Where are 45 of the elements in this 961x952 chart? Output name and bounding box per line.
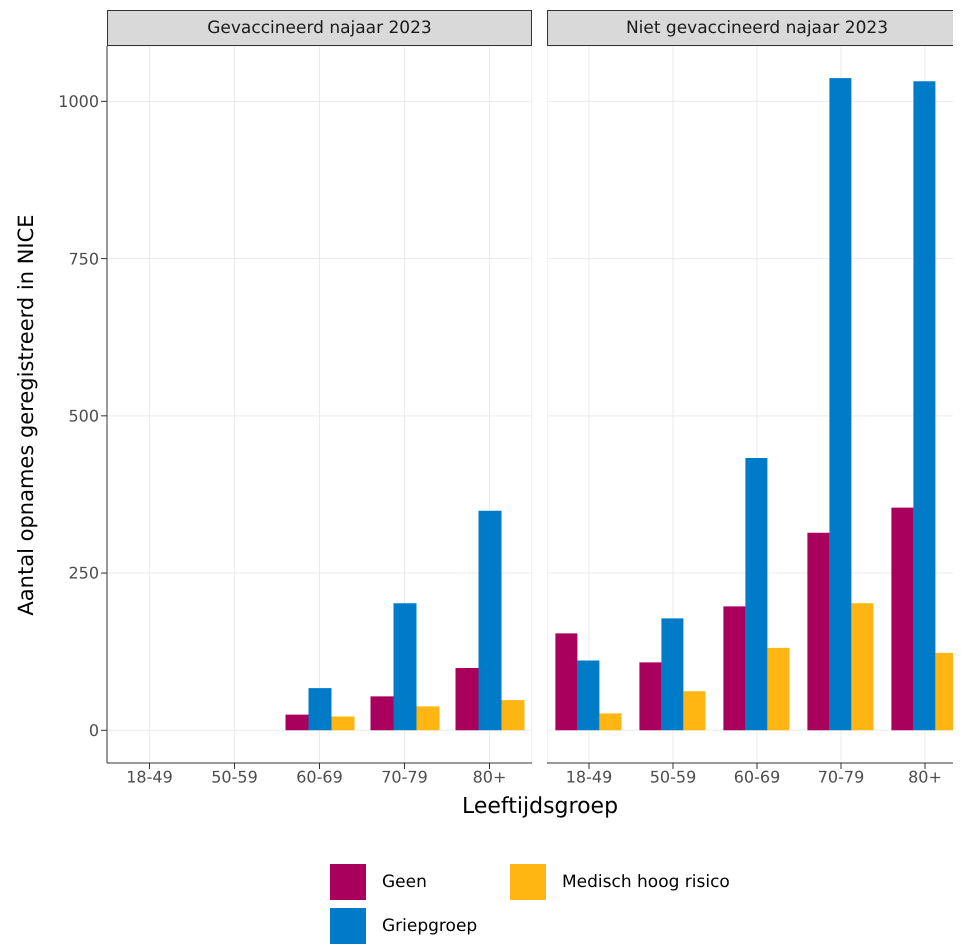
bar xyxy=(456,668,478,730)
x-tick-label: 60-69 xyxy=(734,767,780,786)
x-tick-label: 50-59 xyxy=(650,767,696,786)
chart-title: Gevaccineerd najaar 2023 xyxy=(107,10,532,46)
x-axis-title: Leeftijdsgroep xyxy=(460,794,620,819)
bar xyxy=(723,606,746,730)
y-tick-label: 500 xyxy=(68,406,99,426)
bar xyxy=(370,696,394,730)
bar xyxy=(661,618,684,730)
bar xyxy=(394,603,416,730)
bar xyxy=(308,688,332,730)
bar xyxy=(767,648,790,730)
y-tick-label: 750 xyxy=(68,249,99,268)
x-tick-label: 70-79 xyxy=(381,767,428,786)
y-tick-label: 1000 xyxy=(58,92,99,112)
bar xyxy=(913,81,936,730)
bar xyxy=(683,691,706,730)
y-axis-title: Aantal opnames geregistreerd in NICE xyxy=(14,213,38,618)
bar xyxy=(851,603,874,730)
chart-title: Niet gevaccineerd najaar 2023 xyxy=(624,17,890,40)
bar xyxy=(502,700,524,730)
x-tick-label: 80+ xyxy=(908,767,942,786)
bar xyxy=(416,706,440,730)
bar xyxy=(478,510,502,730)
bar xyxy=(745,458,768,730)
legend-label: Griepgroep xyxy=(382,916,478,936)
bar xyxy=(807,532,830,730)
x-tick-label: 18-49 xyxy=(566,767,612,786)
bar xyxy=(829,78,852,730)
bar xyxy=(599,713,622,730)
x-tick-label: 60-69 xyxy=(296,767,343,786)
x-tick-label: 70-79 xyxy=(818,767,864,786)
x-tick-label: 18-49 xyxy=(126,767,173,786)
bar xyxy=(891,508,914,730)
legend-label: Geen xyxy=(382,872,427,892)
bar xyxy=(332,716,354,730)
bar xyxy=(286,714,308,730)
legend-label: Medisch hoog risico xyxy=(562,872,730,892)
x-tick-label: 80+ xyxy=(472,767,506,786)
bar xyxy=(639,662,662,730)
bar xyxy=(577,660,600,730)
bar xyxy=(555,633,578,730)
y-tick-label: 0 xyxy=(88,720,99,740)
y-tick-label: 250 xyxy=(68,564,99,583)
x-tick-label: 50-59 xyxy=(211,767,258,786)
